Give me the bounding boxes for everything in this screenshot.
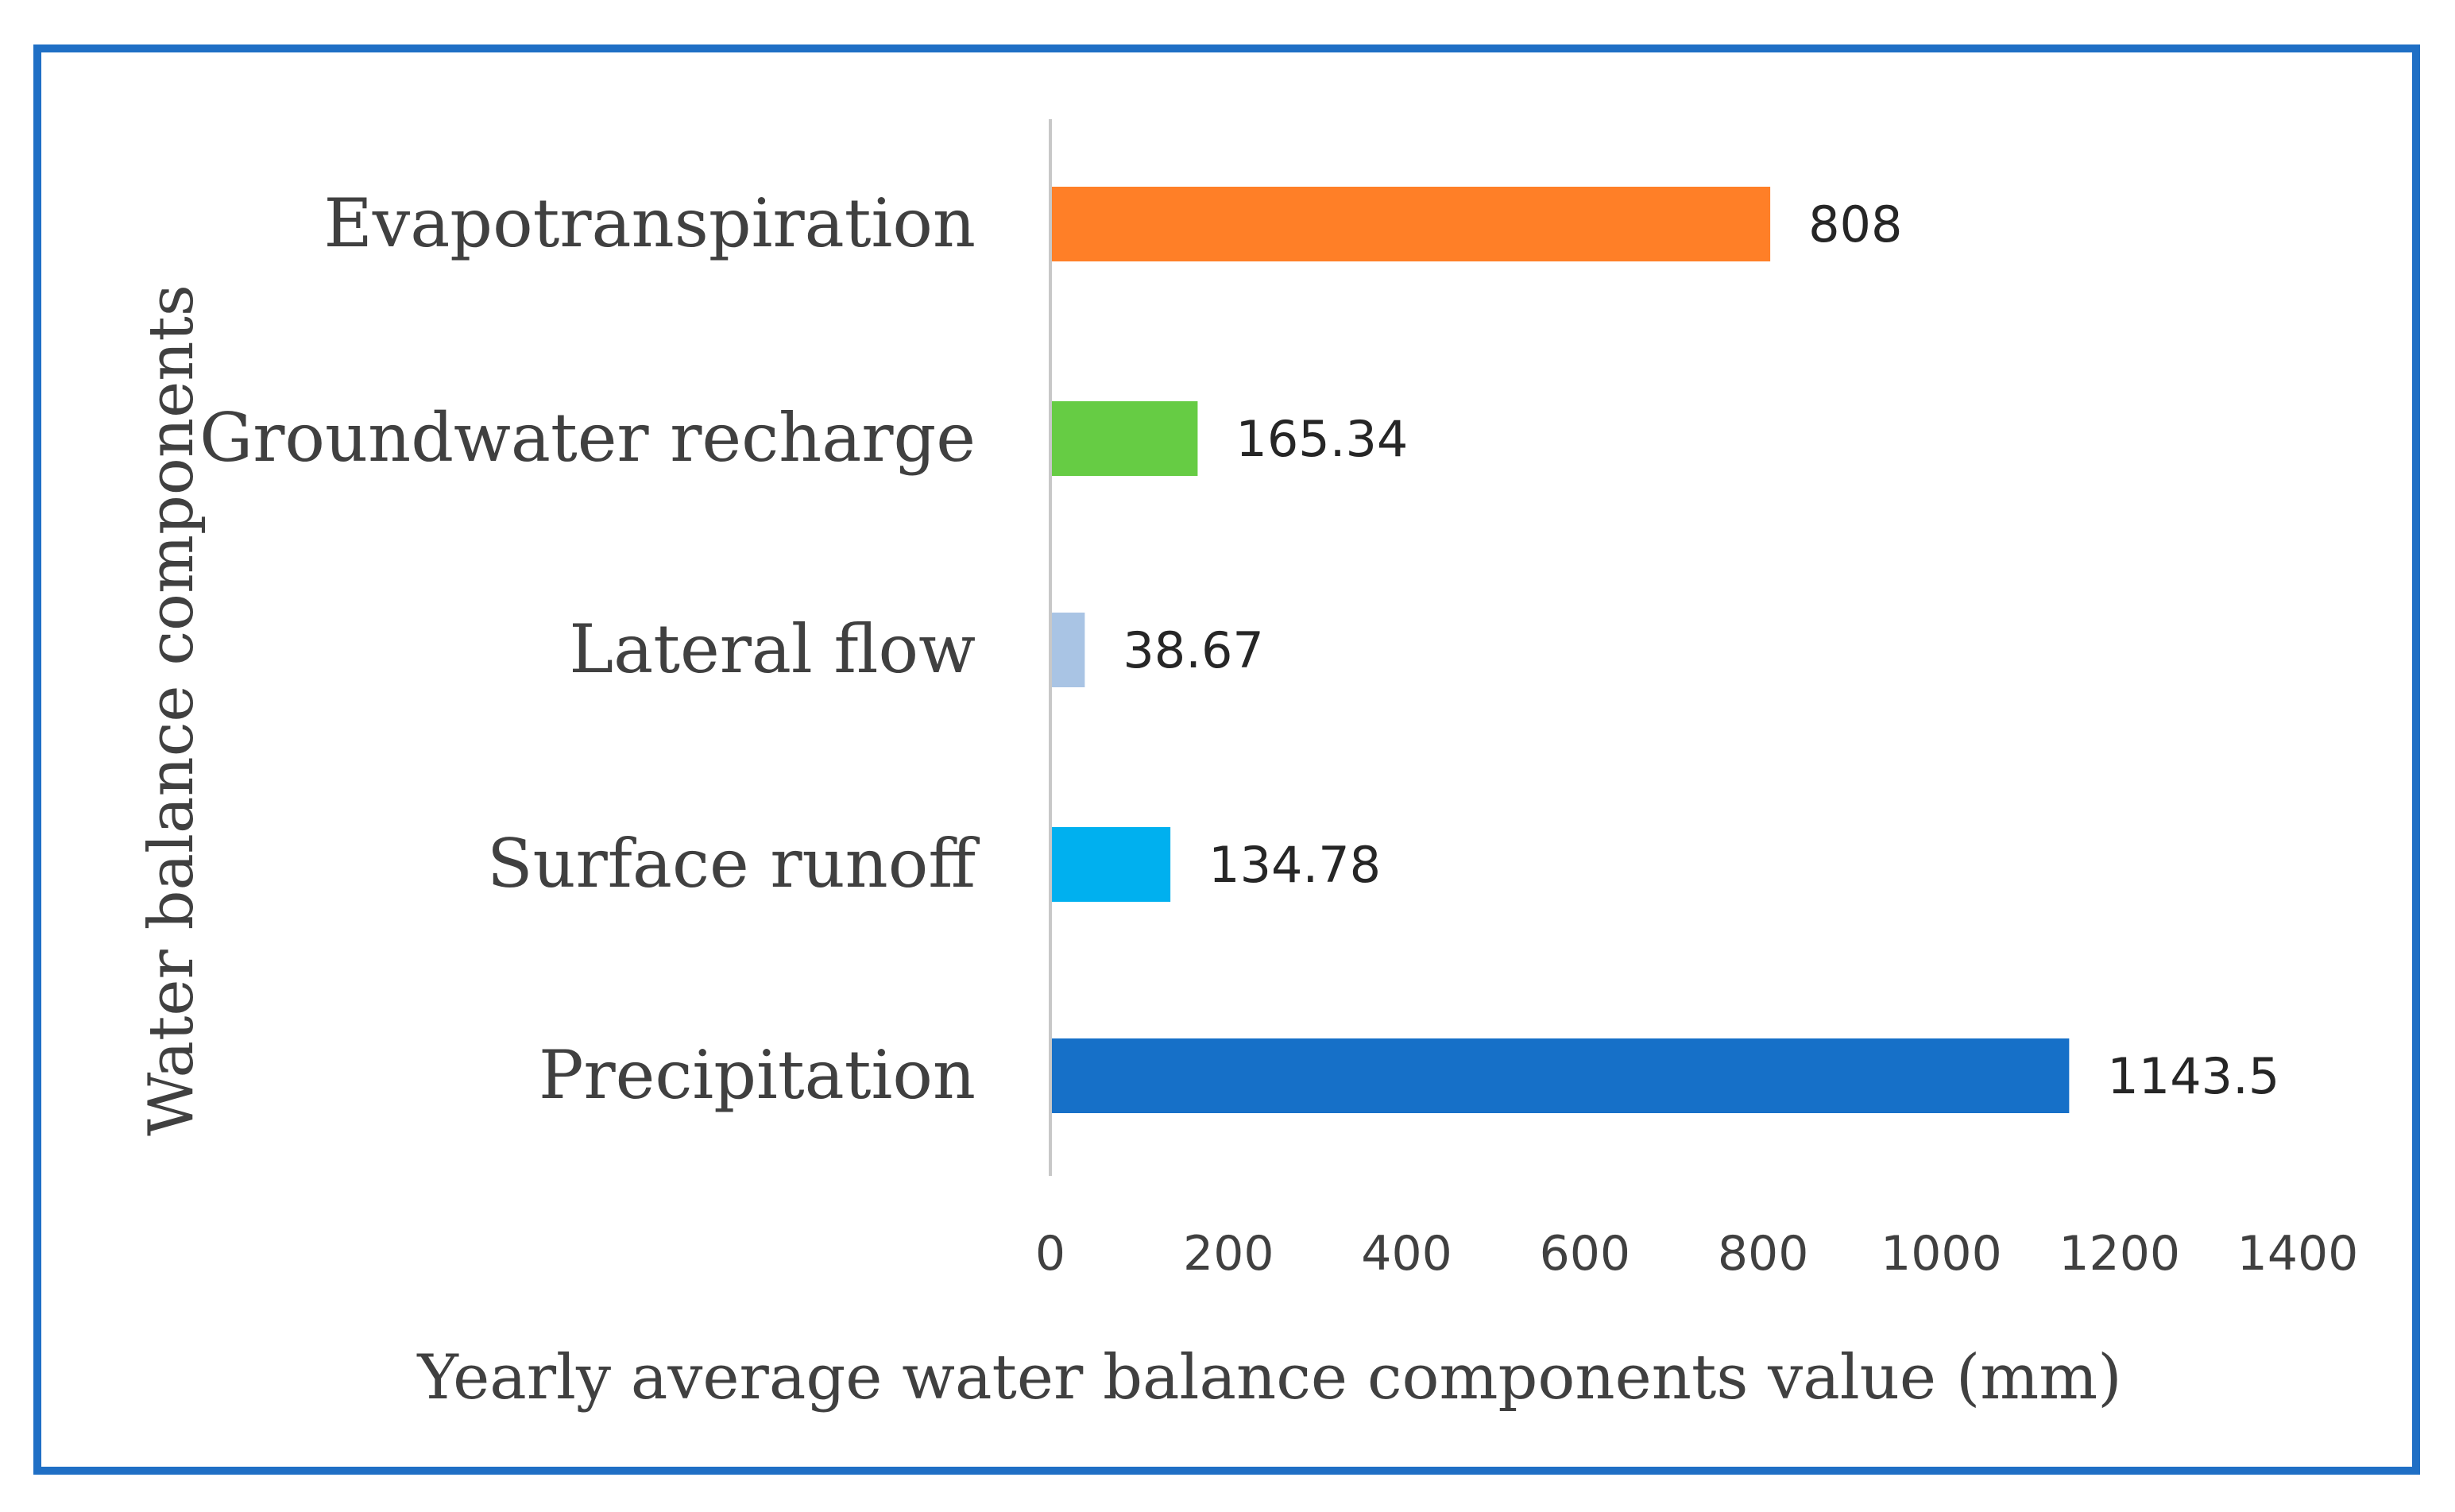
bars-layer [1050, 187, 2070, 1113]
bar-precipitation [1050, 1038, 2070, 1113]
data-label-precipitation: 1143.5 [2107, 1047, 2279, 1105]
category-label-surface-runoff: Surface runoff [487, 825, 980, 903]
chart-frame [33, 44, 2420, 1475]
data-label-lateral-flow: 38.67 [1123, 621, 1264, 679]
bar-surface-runoff [1050, 827, 1171, 902]
bar-groundwater-recharge [1050, 401, 1198, 476]
x-tick-label-1000: 1000 [1881, 1226, 2002, 1282]
data-label-surface-runoff: 134.78 [1208, 836, 1381, 894]
bar-evapotranspiration [1050, 187, 1771, 261]
x-tick-label-1400: 1400 [2237, 1226, 2359, 1282]
category-label-groundwater-recharge: Groundwater recharge [199, 399, 976, 477]
data-label-groundwater-recharge: 165.34 [1235, 410, 1408, 468]
bar-lateral-flow [1050, 613, 1085, 687]
x-tick-label-800: 800 [1718, 1226, 1809, 1282]
category-label-lateral-flow: Lateral flow [569, 610, 976, 688]
x-tick-label-0: 0 [1035, 1226, 1065, 1282]
x-tick-labels: 0 200 400 600 800 1000 1200 1400 [1035, 1226, 2358, 1282]
x-tick-label-400: 400 [1361, 1226, 1452, 1282]
data-labels: 808 165.34 38.67 134.78 1143.5 [1123, 195, 2279, 1105]
data-label-evapotranspiration: 808 [1808, 195, 1902, 253]
x-tick-label-200: 200 [1183, 1226, 1274, 1282]
category-label-evapotranspiration: Evapotranspiration [323, 184, 976, 262]
x-axis-title: Yearly average water balance components … [416, 1342, 2121, 1413]
x-tick-label-600: 600 [1540, 1226, 1631, 1282]
y-axis-title: Water balance components [136, 284, 207, 1136]
category-labels: Evapotranspiration Groundwater recharge La… [199, 184, 980, 1114]
category-label-precipitation: Precipitation [539, 1036, 976, 1114]
x-tick-label-1200: 1200 [2059, 1226, 2180, 1282]
